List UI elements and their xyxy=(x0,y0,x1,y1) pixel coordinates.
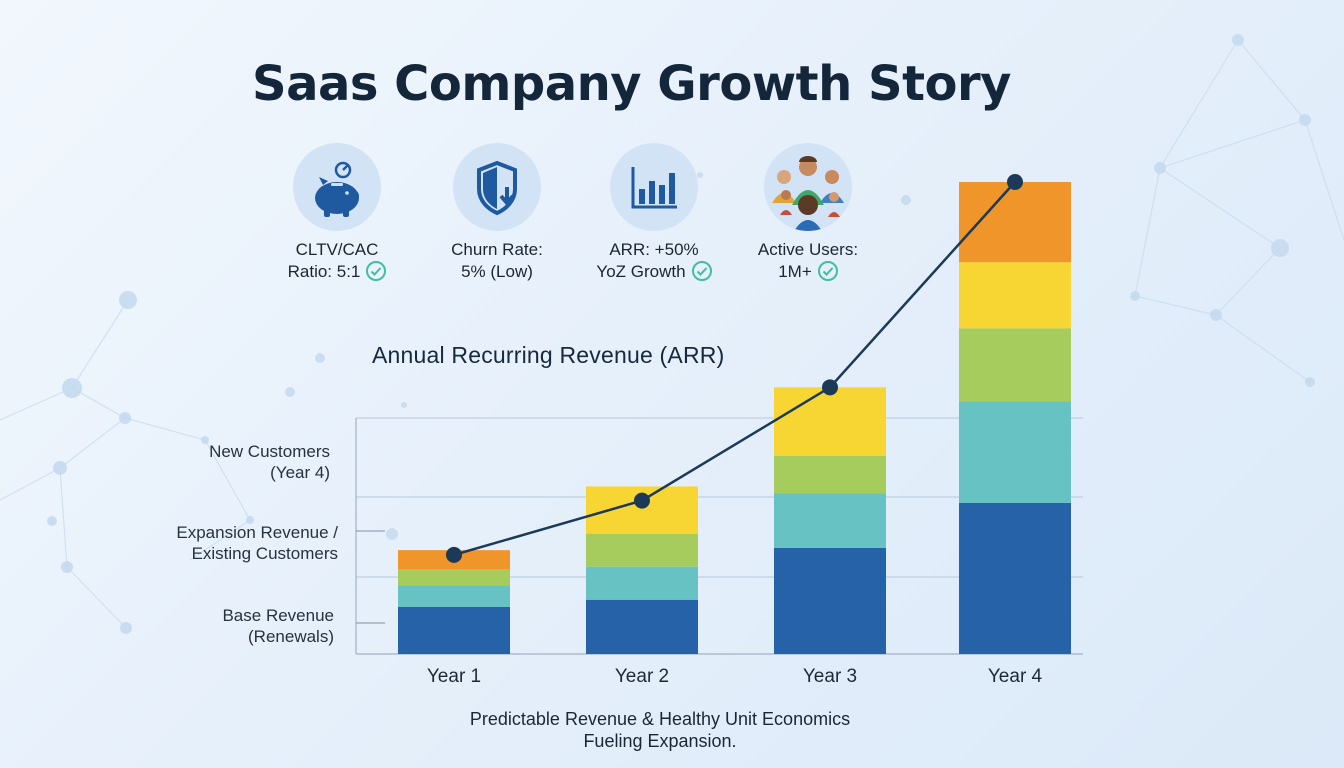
bar-segment xyxy=(774,455,886,494)
kpi-churn-rate: Churn Rate: 5% (Low) xyxy=(407,143,587,283)
trend-point xyxy=(822,379,838,396)
legend-label-base: Base Revenue (Renewals) xyxy=(114,605,334,647)
legend-label-line: New Customers xyxy=(209,442,330,461)
kpi-active-users: Active Users: 1M+ xyxy=(718,143,898,283)
x-tick-label: Year 2 xyxy=(615,666,669,687)
bar-segment xyxy=(586,566,698,600)
x-tick-label: Year 4 xyxy=(988,666,1043,687)
chart-title: Annual Recurring Revenue (ARR) xyxy=(372,342,725,368)
x-tick-label: Year 3 xyxy=(803,666,857,687)
page-title: Saas Company Growth Story xyxy=(252,56,1011,112)
legend-label-line: Existing Customers xyxy=(191,544,338,563)
trend-point xyxy=(634,492,650,509)
bar-segment xyxy=(959,502,1071,654)
legend-label-line: Base Revenue xyxy=(222,606,334,625)
legend-label-expansion: Expansion Revenue / Existing Customers xyxy=(118,522,338,564)
kpi-value: Ratio: 5:1 xyxy=(287,262,361,281)
bar-segment xyxy=(959,182,1071,263)
legend-label-line: Expansion Revenue / xyxy=(176,523,338,542)
bar-segment xyxy=(774,547,886,654)
users-group-icon xyxy=(764,143,852,231)
bar-segment xyxy=(959,401,1071,503)
bar-segment xyxy=(398,606,510,654)
x-tick-label: Year 1 xyxy=(427,666,481,687)
check-circle-icon xyxy=(817,261,838,281)
kpi-label: Active Users: xyxy=(757,240,859,259)
check-circle-icon xyxy=(366,261,387,281)
bar-segment xyxy=(586,533,698,567)
bar-segment xyxy=(959,328,1071,402)
kpi-label: Churn Rate: xyxy=(451,240,543,259)
bar-segment xyxy=(959,262,1071,329)
bar-segment xyxy=(774,387,886,456)
trend-point xyxy=(1007,174,1023,190)
bar-segment xyxy=(774,493,886,548)
legend-label-line: (Year 4) xyxy=(270,463,330,482)
kpi-value: 5% (Low) xyxy=(461,262,533,281)
kpi-cltv-cac: CLTV/CAC Ratio: 5:1 xyxy=(247,143,427,283)
kpi-value: 1M+ xyxy=(778,262,812,281)
kpi-label: ARR: +50% xyxy=(609,240,699,259)
kpi-arr-growth: ARR: +50% YoZ Growth xyxy=(564,143,744,283)
bar-chart-icon xyxy=(610,143,698,231)
piggy-bank-icon xyxy=(293,143,381,231)
shield-down-arrow-icon xyxy=(453,143,541,231)
caption-line: Fueling Expansion. xyxy=(583,731,737,751)
kpi-label: CLTV/CAC xyxy=(295,240,379,259)
bar-segment xyxy=(398,569,510,586)
check-circle-icon xyxy=(691,261,712,281)
caption-line: Predictable Revenue & Healthy Unit Econo… xyxy=(469,709,851,729)
trend-line xyxy=(453,181,1016,557)
chart-caption: Predictable Revenue & Healthy Unit Econo… xyxy=(380,708,940,752)
bar-segment xyxy=(586,599,698,654)
kpi-value: YoZ Growth xyxy=(596,262,686,281)
trend-point xyxy=(446,546,462,563)
legend-label-line: (Renewals) xyxy=(248,627,334,646)
bar-segment xyxy=(398,585,510,607)
legend-label-new-customers: New Customers (Year 4) xyxy=(110,441,330,483)
